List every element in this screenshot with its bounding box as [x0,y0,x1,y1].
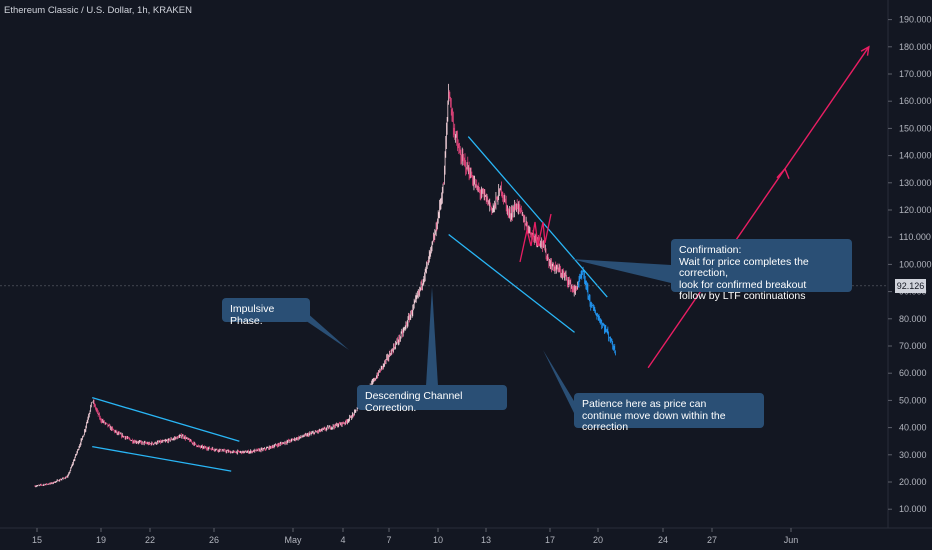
callout-confirmation: Confirmation: Wait for price completes t… [671,239,852,302]
callout-impulsive-phase: Impulsive Phase. [222,298,310,326]
x-tick-label: 13 [481,535,491,545]
y-tick-label: 30.000 [899,450,927,460]
x-tick-label: 24 [658,535,668,545]
candlestick-series [34,83,616,488]
y-tick-label: 50.000 [899,395,927,405]
callout-confirmation-pointer [571,259,671,283]
y-tick-label: 140.000 [899,151,932,161]
y-tick-label: 40.000 [899,423,927,433]
x-axis: 15 19 22 26 May 4 7 10 13 17 20 24 27 Jun [32,528,798,545]
y-tick-label: 130.000 [899,178,932,188]
chart-title: Ethereum Classic / U.S. Dollar, 1h, KRAK… [4,5,192,16]
x-tick-label: Jun [784,535,799,545]
x-tick-label: May [284,535,302,545]
y-tick-label: 150.000 [899,123,932,133]
y-tick-label: 160.000 [899,96,932,106]
breakout-scribble [519,213,552,263]
y-tick-label: 20.000 [899,477,927,487]
x-tick-label: 26 [209,535,219,545]
y-tick-label: 80.000 [899,314,927,324]
y-tick-label: 10.000 [899,504,927,514]
projection-arrow-line [647,46,870,369]
x-tick-label: 19 [96,535,106,545]
callout-patience-pointer [543,350,574,413]
channel-flag-lower-line [92,445,232,472]
channel-main-lower-line [448,233,575,333]
projection-mid-arrow [776,167,790,180]
channel-main-upper-line [467,136,608,298]
y-tick-label: 180.000 [899,42,932,52]
x-tick-label: 15 [32,535,42,545]
callout-patience: Patience here as price can continue move… [574,393,764,433]
x-tick-label: 7 [386,535,391,545]
y-tick-label: 70.000 [899,341,927,351]
callout-descending-channel: Descending Channel Correction. [357,385,507,413]
x-tick-label: 20 [593,535,603,545]
drawing-overlays [0,45,888,472]
last-price-tag: 92.126 [895,279,926,293]
x-tick-label: 27 [707,535,717,545]
y-tick-label: 100.000 [899,259,932,269]
x-tick-label: 4 [340,535,345,545]
y-tick-label: 110.000 [899,232,931,242]
x-tick-label: 17 [545,535,555,545]
x-tick-label: 10 [433,535,443,545]
y-tick-label: 60.000 [899,368,927,378]
x-tick-label: 22 [145,535,155,545]
channel-flag-upper-line [92,397,240,442]
y-tick-label: 120.000 [899,205,932,215]
projection-arrow-head [860,45,870,56]
y-tick-label: 170.000 [899,69,932,79]
y-tick-label: 190.000 [899,15,932,25]
callout-descending-pointer [426,287,438,386]
